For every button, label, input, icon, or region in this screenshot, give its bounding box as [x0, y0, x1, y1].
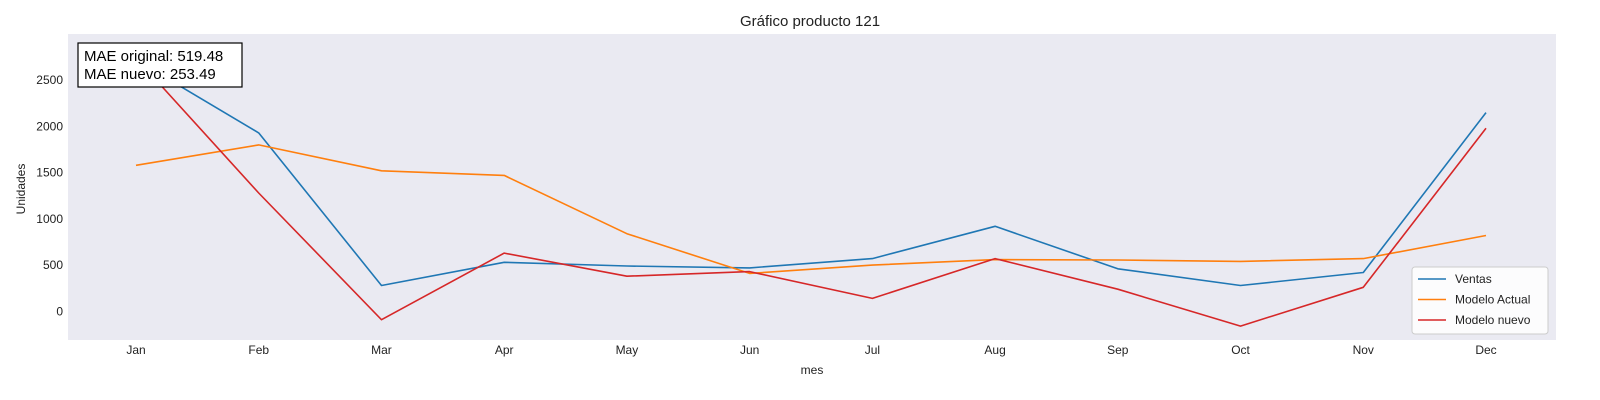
- mae-annotation: MAE original: 519.48 MAE nuevo: 253.49: [77, 42, 243, 88]
- x-tick-label: Aug: [984, 343, 1005, 357]
- chart-title: Gráfico producto 121: [740, 13, 880, 30]
- annotation-line-2: MAE nuevo: 253.49: [84, 66, 216, 83]
- series-line-ventas: [135, 59, 1487, 287]
- y-tick-label: 0: [56, 304, 63, 318]
- annotation-box: [77, 42, 243, 88]
- x-tick-label: Mar: [371, 343, 392, 357]
- y-axis-label: Unidades: [14, 164, 28, 215]
- legend: Ventas Modelo Actual Modelo nuevo: [1411, 266, 1549, 335]
- x-tick-label: Sep: [1107, 343, 1129, 357]
- y-axis-ticks: 0 500 1000 1500 2000 2500: [36, 73, 63, 318]
- annotation-line-1: MAE original: 519.48: [84, 48, 223, 65]
- legend-label: Modelo Actual: [1455, 293, 1530, 307]
- x-axis-label: mes: [801, 363, 824, 377]
- x-tick-label: Oct: [1231, 343, 1250, 357]
- x-tick-label: Jan: [126, 343, 145, 357]
- series-line-modelo-nuevo: [135, 57, 1487, 327]
- x-tick-label: Jul: [865, 343, 880, 357]
- series-lines: [135, 57, 1487, 327]
- plot-area: [68, 34, 1556, 340]
- legend-label: Modelo nuevo: [1455, 313, 1531, 327]
- x-axis-ticks: Jan Feb Mar Apr May Jun Jul Aug Sep Oct Nov Dec: [126, 343, 1496, 357]
- legend-box: [1411, 266, 1549, 335]
- x-tick-label: Jun: [740, 343, 759, 357]
- plot-background: [68, 34, 1556, 340]
- x-tick-label: Dec: [1475, 343, 1496, 357]
- x-tick-label: Feb: [248, 343, 269, 357]
- y-tick-label: 2500: [36, 73, 63, 87]
- x-tick-label: Apr: [495, 343, 514, 357]
- y-tick-label: 1000: [36, 212, 63, 226]
- series-line-modelo-actual: [135, 144, 1487, 275]
- y-tick-label: 500: [43, 258, 63, 272]
- x-tick-label: May: [616, 343, 639, 357]
- y-tick-label: 2000: [36, 119, 63, 133]
- x-tick-label: Nov: [1353, 343, 1374, 357]
- y-tick-label: 1500: [36, 166, 63, 180]
- legend-label: Ventas: [1455, 272, 1492, 286]
